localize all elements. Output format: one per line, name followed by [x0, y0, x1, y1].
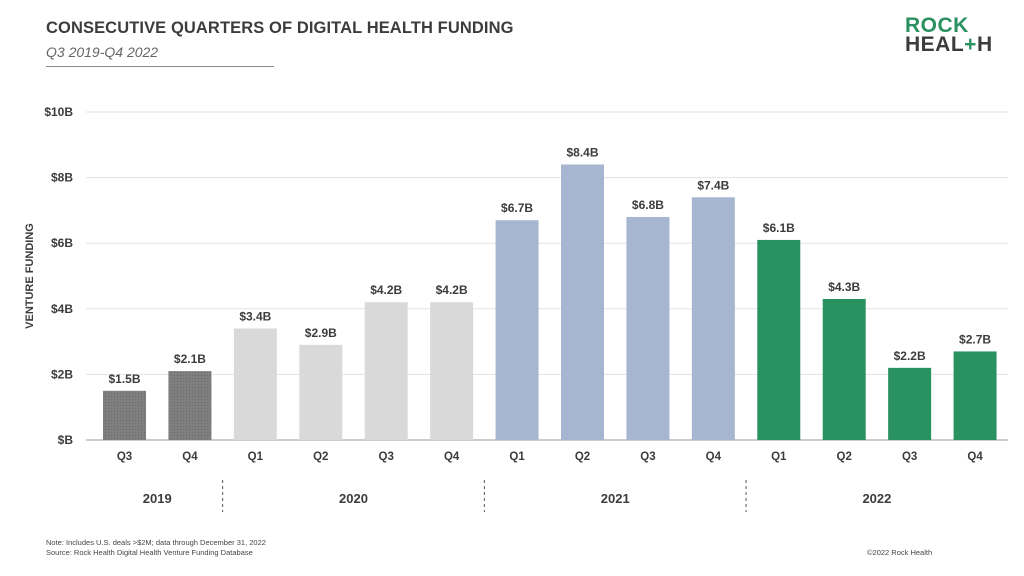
- data-label: $2.7B: [959, 332, 991, 346]
- x-tick-label: Q2: [575, 451, 590, 463]
- x-tick-label: Q1: [248, 451, 264, 463]
- data-label: $8.4B: [566, 145, 598, 159]
- y-tick-label: $4B: [51, 302, 73, 316]
- data-label: $1.5B: [108, 372, 140, 386]
- chart-subtitle: Q3 2019-Q4 2022: [46, 44, 159, 60]
- bar: [691, 197, 735, 440]
- year-label: 2020: [339, 491, 368, 506]
- bar: [888, 367, 932, 440]
- bar: [430, 302, 474, 440]
- funding-bar-chart: $B $2B $4B $6B $8B $10B VENTURE FUNDING $1.5B Q3…: [24, 105, 1008, 512]
- logo-line-2: HEAL+H: [905, 33, 993, 56]
- rock-health-logo: ROCK HEAL+H: [905, 14, 993, 56]
- logo-line-1: ROCK: [905, 14, 969, 37]
- x-tick-label: Q3: [117, 451, 132, 463]
- x-tick-label: Q1: [771, 451, 787, 463]
- x-tick-label: Q4: [182, 451, 198, 463]
- year-label: 2021: [601, 491, 630, 506]
- x-tick-label: Q4: [967, 451, 983, 463]
- data-label: $4.3B: [828, 280, 860, 294]
- data-label: $3.4B: [239, 309, 271, 323]
- bar: [495, 220, 539, 440]
- x-tick-label: Q2: [837, 451, 852, 463]
- logo-plus: +: [964, 33, 977, 56]
- data-label: $2.1B: [174, 352, 206, 366]
- x-tick-label: Q3: [379, 451, 394, 463]
- chart-title: CONSECUTIVE QUARTERS OF DIGITAL HEALTH F…: [46, 19, 514, 37]
- chart-note: Note: Includes U.S. deals >$2M; data thr…: [46, 538, 266, 558]
- data-label: $7.4B: [697, 178, 729, 192]
- y-tick-label: $10B: [44, 105, 73, 119]
- x-tick-label: Q1: [509, 451, 525, 463]
- bar: [364, 302, 408, 440]
- y-tick-label: $2B: [51, 367, 73, 381]
- data-label: $4.2B: [370, 283, 402, 297]
- y-tick-label: $B: [58, 433, 74, 447]
- x-tick-label: Q4: [706, 451, 722, 463]
- copyright-text: ©2022 Rock Health: [867, 548, 933, 557]
- x-tick-label: Q4: [444, 451, 460, 463]
- x-tick-label: Q3: [902, 451, 917, 463]
- source-text: Source: Rock Health Digital Health Ventu…: [46, 548, 253, 557]
- year-label: 2019: [143, 491, 172, 506]
- logo-line-2a: HEAL: [905, 33, 965, 56]
- bar: [757, 239, 801, 440]
- bar: [299, 344, 343, 440]
- bar: [103, 390, 146, 440]
- data-label: $2.2B: [894, 349, 926, 363]
- x-tick-label: Q3: [640, 451, 655, 463]
- bar: [561, 164, 604, 441]
- bar: [233, 328, 277, 440]
- data-label: $6.7B: [501, 201, 533, 215]
- y-tick-label: $6B: [51, 236, 73, 250]
- bar: [953, 351, 997, 440]
- subtitle-divider: [46, 66, 274, 67]
- y-axis-label: VENTURE FUNDING: [24, 223, 36, 329]
- bar: [626, 216, 670, 440]
- bar: [168, 371, 212, 440]
- y-tick-label: $8B: [51, 171, 73, 185]
- logo-line-2c: H: [976, 33, 993, 56]
- year-label: 2022: [862, 491, 891, 506]
- note-text: Note: Includes U.S. deals >$2M; data thr…: [46, 538, 266, 547]
- data-label: $6.8B: [632, 198, 664, 212]
- data-label: $2.9B: [305, 326, 337, 340]
- x-tick-label: Q2: [313, 451, 328, 463]
- data-label: $6.1B: [763, 221, 795, 235]
- bar: [822, 298, 866, 440]
- data-label: $4.2B: [436, 283, 468, 297]
